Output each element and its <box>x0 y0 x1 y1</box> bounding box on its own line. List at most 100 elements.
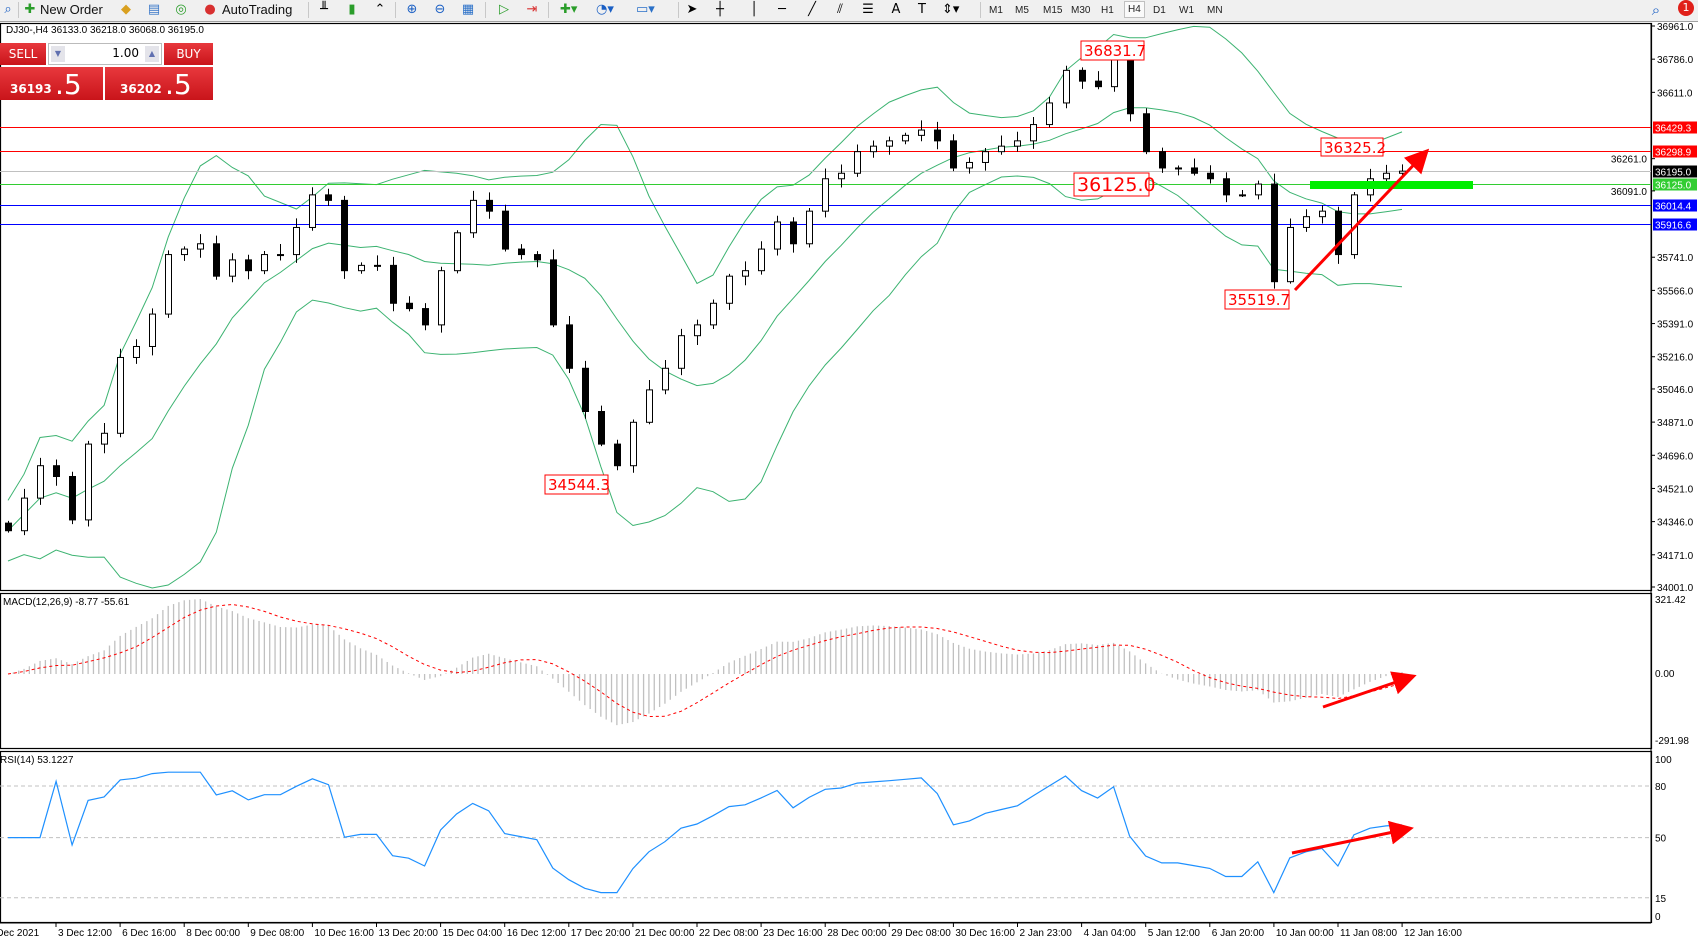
tile-windows-icon[interactable]: ▦ <box>461 2 475 17</box>
candle[interactable] <box>1159 147 1166 173</box>
candle[interactable] <box>998 135 1005 155</box>
candle[interactable] <box>902 132 909 145</box>
search-icon[interactable]: ⌕ <box>4 2 12 17</box>
metaeditor-icon[interactable]: ◆ <box>121 2 131 17</box>
support-label[interactable]: 36125.0 <box>1073 172 1156 197</box>
fibonacci-icon[interactable]: ☰ <box>862 2 874 17</box>
candle[interactable] <box>886 136 893 155</box>
timeframe-w1[interactable]: W1 <box>1179 5 1194 16</box>
zoom-in-icon[interactable]: ⊕ <box>406 2 418 17</box>
candle[interactable] <box>678 328 685 376</box>
macd-trend-arrow[interactable] <box>1322 671 1417 709</box>
new-order-button[interactable]: New Order <box>40 2 103 17</box>
candle[interactable] <box>325 188 332 207</box>
crosshair-icon[interactable]: ┼ <box>716 2 724 17</box>
candle[interactable] <box>133 339 140 364</box>
notification-badge[interactable]: 1 <box>1678 0 1694 16</box>
candle[interactable] <box>390 256 397 312</box>
candle[interactable] <box>598 405 605 447</box>
rsi-trend-arrow[interactable] <box>1291 820 1414 855</box>
new-order-icon[interactable]: ✚ <box>24 2 36 17</box>
buy-button[interactable]: BUY <box>164 43 213 65</box>
candle[interactable] <box>662 359 669 395</box>
candlestick-icon[interactable]: ▮ <box>348 2 356 17</box>
candle[interactable] <box>101 423 108 454</box>
candle[interactable] <box>694 319 701 345</box>
candle[interactable] <box>1335 206 1342 264</box>
candle[interactable] <box>1079 67 1086 89</box>
candle[interactable] <box>245 254 252 280</box>
candle[interactable] <box>197 234 204 258</box>
candle[interactable] <box>774 215 781 256</box>
indicators-icon[interactable]: ✚▾ <box>560 2 578 17</box>
text-label-icon[interactable]: T <box>918 2 926 17</box>
candle[interactable] <box>790 217 797 253</box>
candle[interactable] <box>470 190 477 238</box>
vertical-line-icon[interactable]: │ <box>750 2 758 17</box>
periods-icon[interactable]: ◔▾ <box>596 2 614 17</box>
candle[interactable] <box>1303 209 1310 232</box>
candle[interactable] <box>1287 218 1294 284</box>
candle[interactable] <box>277 243 284 261</box>
lot-decrease-icon[interactable]: ▼ <box>51 46 65 62</box>
candle[interactable] <box>341 195 348 279</box>
candle[interactable] <box>181 246 188 261</box>
lot-stepper[interactable]: ▼ 1.00 ▲ <box>48 43 162 65</box>
timeframe-m15[interactable]: M15 <box>1043 5 1063 16</box>
low-label[interactable]: 34544.3 <box>544 474 610 495</box>
candle[interactable] <box>1063 65 1070 109</box>
candle[interactable] <box>165 250 172 318</box>
candle[interactable] <box>950 134 957 172</box>
candle[interactable] <box>838 164 845 188</box>
candle[interactable] <box>806 207 813 248</box>
candle[interactable] <box>1207 165 1214 184</box>
candle[interactable] <box>646 380 653 425</box>
search-icon[interactable]: ⌕ <box>1651 1 1661 19</box>
candle[interactable] <box>854 144 861 177</box>
candle[interactable] <box>1191 158 1198 176</box>
candle[interactable] <box>37 457 44 505</box>
candle[interactable] <box>454 230 461 274</box>
candle[interactable] <box>1127 52 1134 122</box>
templates-icon[interactable]: ▭▾ <box>636 2 655 17</box>
candle[interactable] <box>422 303 429 331</box>
candle[interactable] <box>966 157 973 174</box>
sell-button[interactable]: SELL <box>0 43 46 65</box>
candle[interactable] <box>117 348 124 438</box>
line-chart-icon[interactable]: ⌃ <box>374 2 386 17</box>
candle[interactable] <box>582 360 589 419</box>
timeframe-m5[interactable]: M5 <box>1015 5 1029 16</box>
timeframe-d1[interactable]: D1 <box>1153 5 1166 16</box>
buy-price-button[interactable]: 36202 .5 <box>105 67 213 100</box>
lot-increase-icon[interactable]: ▲ <box>145 46 159 62</box>
candle[interactable] <box>5 520 12 533</box>
candle[interactable] <box>1014 131 1021 152</box>
candle[interactable] <box>53 459 60 486</box>
autotrading-button[interactable]: AutoTrading <box>222 2 293 17</box>
sell-price-button[interactable]: 36193 .5 <box>0 67 103 100</box>
candle[interactable] <box>1271 173 1278 289</box>
candle[interactable] <box>614 439 621 471</box>
candle[interactable] <box>374 255 381 271</box>
candle[interactable] <box>1255 180 1262 200</box>
candle[interactable] <box>406 296 413 312</box>
swing-low-label[interactable]: 35519.7 <box>1224 289 1290 310</box>
auto-scroll-icon[interactable]: ▷ <box>499 2 509 17</box>
candle[interactable] <box>149 308 156 356</box>
market-watch-icon[interactable]: ▤ <box>147 2 161 17</box>
autotrading-icon[interactable]: ● <box>204 2 216 17</box>
price-trend-arrow[interactable] <box>1293 148 1430 292</box>
candle[interactable] <box>293 218 300 263</box>
candle[interactable] <box>918 120 925 142</box>
candle[interactable] <box>742 261 749 286</box>
timeframe-h1[interactable]: H1 <box>1101 5 1114 16</box>
candle[interactable] <box>1030 116 1037 149</box>
candle[interactable] <box>69 471 76 525</box>
candle[interactable] <box>85 440 92 527</box>
timeframe-m30[interactable]: M30 <box>1071 5 1091 16</box>
candle[interactable] <box>710 299 717 330</box>
candle[interactable] <box>1319 205 1326 224</box>
rsi-pane[interactable] <box>0 750 1653 924</box>
bar-chart-icon[interactable]: ╨ <box>320 2 328 17</box>
